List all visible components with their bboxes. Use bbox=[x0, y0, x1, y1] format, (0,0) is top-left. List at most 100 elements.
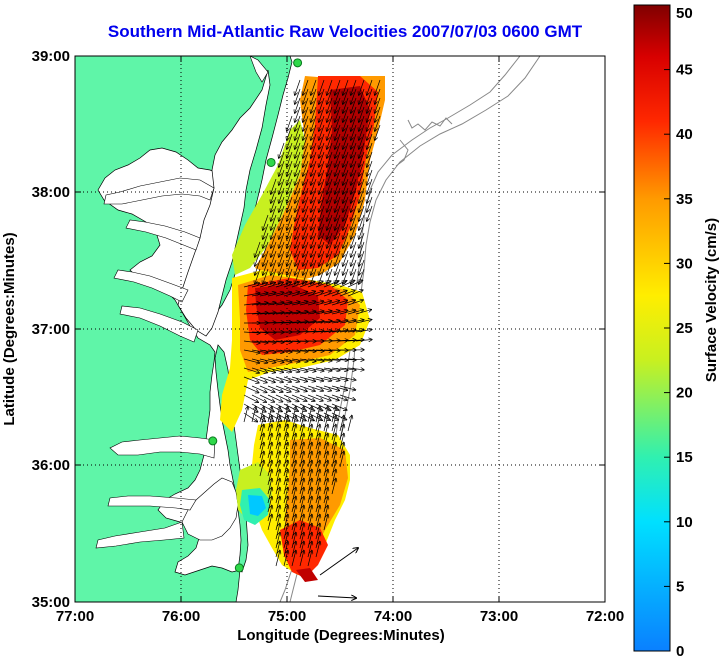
velocity-arrow bbox=[327, 205, 333, 221]
velocity-arrow bbox=[291, 541, 296, 558]
velocity-arrow bbox=[335, 169, 341, 185]
velocity-arrow bbox=[299, 496, 304, 513]
velocity-arrow bbox=[275, 406, 280, 423]
velocity-arrow bbox=[315, 469, 320, 486]
y-tick-label: 39:00 bbox=[32, 48, 70, 65]
velocity-arrow bbox=[359, 97, 365, 113]
velocity-arrow bbox=[311, 106, 317, 122]
velocity-arrow bbox=[303, 115, 309, 131]
velocity-arrow bbox=[315, 406, 320, 423]
velocity-arrow bbox=[267, 433, 272, 450]
velocity-arrow bbox=[283, 358, 300, 362]
velocity-arrow bbox=[271, 223, 277, 239]
velocity-arrow bbox=[367, 169, 373, 185]
velocity-arrow bbox=[287, 160, 293, 176]
velocity-arrow bbox=[295, 232, 301, 248]
velocity-arrow bbox=[307, 394, 323, 401]
velocity-arrow bbox=[343, 151, 349, 167]
velocity-arrow bbox=[307, 505, 312, 522]
bay-tributary bbox=[103, 177, 215, 205]
velocity-arrow bbox=[283, 322, 300, 323]
velocity-arrow bbox=[323, 451, 328, 468]
colorbar-tick-label: 30 bbox=[676, 255, 693, 272]
velocity-arrow bbox=[275, 282, 291, 288]
velocity-arrow bbox=[283, 415, 288, 432]
velocity-arrow bbox=[275, 514, 280, 531]
velocity-arrow bbox=[351, 88, 357, 104]
velocity-arrow bbox=[331, 415, 336, 432]
velocity-arrow bbox=[295, 97, 301, 113]
velocity-arrow bbox=[319, 187, 325, 203]
velocity-arrow bbox=[323, 331, 340, 332]
velocity-arrow bbox=[291, 442, 296, 459]
velocity-arrow bbox=[259, 451, 264, 468]
velocity-arrow bbox=[259, 358, 276, 363]
velocity-arrow bbox=[351, 241, 357, 257]
velocity-arrow bbox=[291, 532, 296, 549]
velocity-arrow bbox=[331, 469, 336, 486]
velocity-arrow bbox=[275, 487, 280, 504]
velocity-arrow bbox=[303, 205, 309, 221]
velocity-arrow bbox=[307, 478, 312, 495]
velocity-arrow bbox=[359, 115, 365, 131]
velocity-arrow bbox=[359, 133, 365, 149]
velocity-arrow bbox=[351, 160, 357, 176]
velocity-arrow bbox=[275, 550, 280, 567]
velocity-arrow bbox=[291, 282, 307, 288]
velocity-arrow bbox=[331, 367, 348, 370]
velocity-arrow bbox=[291, 415, 296, 432]
velocity-arrow bbox=[327, 232, 333, 248]
velocity-arrow bbox=[251, 293, 268, 297]
velocity-arrow bbox=[327, 214, 333, 230]
velocity-arrow bbox=[243, 303, 260, 305]
colorbar-label: Surface Velocity (cm/s) bbox=[703, 218, 720, 382]
velocity-arrow bbox=[287, 142, 293, 158]
velocity-arrow bbox=[283, 442, 288, 459]
velocity-arrow bbox=[339, 359, 356, 360]
velocity-arrow bbox=[283, 496, 288, 513]
velocity-arrow bbox=[287, 205, 293, 221]
velocity-arrow bbox=[291, 478, 296, 495]
velocity-arrow bbox=[331, 433, 336, 450]
velocity-arrow bbox=[295, 241, 301, 257]
colorbar-tick-label: 40 bbox=[676, 126, 693, 143]
velocity-arrow bbox=[279, 187, 285, 203]
velocity-arrow bbox=[315, 311, 332, 315]
velocity-arrow bbox=[303, 133, 309, 149]
velocity-arrow bbox=[299, 376, 315, 381]
velocity-arrow bbox=[295, 259, 301, 275]
velocity-arrow bbox=[323, 505, 328, 522]
velocity-arrow bbox=[335, 241, 341, 257]
velocity-arrow bbox=[283, 478, 288, 495]
velocity-arrow bbox=[331, 424, 336, 441]
velocity-arrow bbox=[319, 79, 325, 95]
velocity-arrow bbox=[343, 223, 349, 239]
velocity-arrow bbox=[291, 451, 296, 468]
velocity-arrow bbox=[267, 312, 284, 314]
velocity-arrow bbox=[267, 358, 284, 362]
velocity-arrow bbox=[275, 350, 292, 352]
velocity-arrow bbox=[295, 187, 301, 203]
velocity-arrow bbox=[251, 385, 267, 392]
velocity-arrow bbox=[343, 160, 349, 176]
velocity-arrow bbox=[315, 331, 332, 332]
velocity-arrow bbox=[307, 523, 312, 540]
velocity-arrow bbox=[319, 241, 325, 257]
velocity-arrow bbox=[295, 250, 301, 266]
velocity-arrow bbox=[347, 330, 364, 333]
velocity-arrow bbox=[315, 460, 320, 477]
velocity-arrow bbox=[367, 196, 373, 212]
velocity-arrow bbox=[315, 496, 320, 513]
velocity-arrow bbox=[319, 259, 325, 275]
y-tick-label: 37:00 bbox=[32, 321, 70, 338]
velocity-arrow bbox=[367, 115, 373, 131]
velocity-arrow bbox=[315, 394, 331, 401]
velocity-arrow bbox=[243, 349, 260, 353]
velocity-arrow bbox=[243, 367, 259, 373]
velocity-arrow bbox=[287, 259, 293, 275]
velocity-arrow bbox=[243, 385, 259, 393]
velocity-arrow bbox=[307, 460, 312, 477]
velocity-arrow bbox=[267, 349, 284, 352]
velocity-arrow bbox=[343, 259, 349, 275]
velocity-arrow bbox=[283, 523, 288, 540]
